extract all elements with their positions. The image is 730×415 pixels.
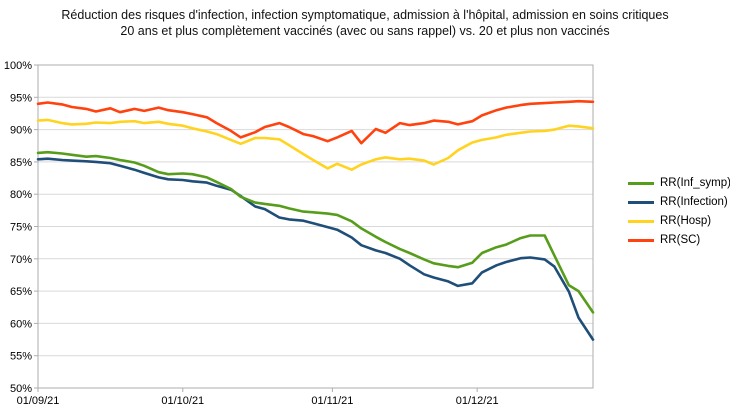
y-axis-label: 90% <box>10 125 32 137</box>
series-line-rr-inf-symp- <box>36 150 595 314</box>
series-line-rr-hosp- <box>36 118 595 171</box>
y-axis-label: 85% <box>10 157 32 169</box>
chart-title: Réduction des risques d'infection, infec… <box>0 7 730 39</box>
x-axis-label: 01/09/21 <box>17 395 60 407</box>
legend-swatch <box>628 219 654 223</box>
y-axis-label: 65% <box>10 286 32 298</box>
y-axis-label: 80% <box>10 189 32 201</box>
y-axis-label: 60% <box>10 318 32 330</box>
legend-item-rr-infection-: RR(Infection) <box>628 196 730 208</box>
legend-label: RR(Infection) <box>660 196 728 208</box>
series-line-rr-sc- <box>36 99 595 145</box>
chart-title-line1: Réduction des risques d'infection, infec… <box>61 8 669 22</box>
y-axis-label: 55% <box>10 351 32 363</box>
legend-swatch <box>628 181 654 185</box>
y-axis-label: 50% <box>10 383 32 395</box>
legend-label: RR(SC) <box>660 234 701 246</box>
x-axis-label: 01/10/21 <box>161 395 204 407</box>
chart-title-line2: 20 ans et plus complètement vaccinés (av… <box>120 24 610 38</box>
y-axis-label: 100% <box>4 60 32 72</box>
x-axis-label: 01/11/21 <box>311 395 353 407</box>
legend-label: RR(Hosp) <box>660 215 712 227</box>
legend-item-rr-hosp-: RR(Hosp) <box>628 215 730 227</box>
legend-item-rr-sc-: RR(SC) <box>628 234 730 246</box>
chart-legend: RR(Inf_symp) RR(Infection) RR(Hosp) RR(SC) <box>628 177 730 246</box>
legend-item-rr-inf-symp-: RR(Inf_symp) <box>628 177 730 189</box>
legend-label: RR(Inf_symp) <box>660 177 730 189</box>
y-axis-label: 95% <box>10 92 32 104</box>
x-axis-label: 01/12/21 <box>456 395 499 407</box>
plot-border <box>37 64 594 389</box>
legend-swatch <box>628 238 654 242</box>
series-line-rr-infection- <box>36 157 595 341</box>
y-axis-label: 70% <box>10 254 32 266</box>
y-axis-label: 75% <box>10 222 32 234</box>
legend-swatch <box>628 200 654 204</box>
